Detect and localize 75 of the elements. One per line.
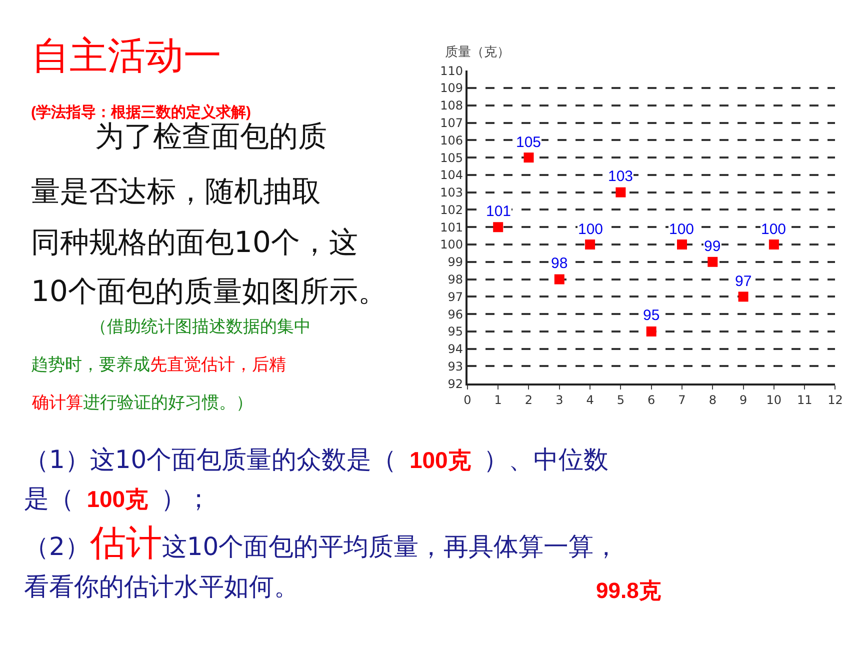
point — [616, 187, 626, 198]
y-tick-label: 100 — [440, 238, 464, 252]
data-label: 101 — [486, 203, 512, 220]
point — [708, 256, 718, 267]
y-tick-label: 109 — [440, 81, 464, 96]
text: 估计 — [88, 523, 162, 564]
x-tick-label: 10 — [766, 393, 782, 408]
y-tick-label: 105 — [440, 150, 464, 165]
x-tick-label: 3 — [556, 393, 564, 408]
text: （借助统计图描述数据的集中 — [90, 317, 311, 337]
x-tick-label: 4 — [586, 393, 594, 408]
data-label: 95 — [643, 307, 660, 324]
y-tick-label: 104 — [440, 168, 464, 182]
x-tick-label: 1 — [494, 393, 502, 408]
y-tick-label: 102 — [440, 202, 464, 217]
point — [676, 240, 687, 250]
y-tick-label: 94 — [448, 342, 464, 356]
y-tick-label: 107 — [440, 116, 464, 130]
y-tick-label: 95 — [448, 324, 464, 339]
x-tick-label: 5 — [616, 393, 625, 408]
y-tick-label: 97 — [448, 290, 464, 304]
point — [524, 152, 534, 163]
y-tick-label: 96 — [448, 307, 464, 322]
y-axis-title: 质量（克） — [445, 45, 510, 60]
point — [585, 240, 596, 250]
y-tick-label: 103 — [440, 186, 464, 200]
data-label: 97 — [735, 273, 752, 290]
x-tick-label: 7 — [678, 393, 686, 408]
x-tick-label: 11 — [796, 393, 812, 408]
text: 是（ — [24, 484, 74, 513]
y-tick-label: 93 — [448, 359, 464, 374]
data-label: 99 — [704, 238, 721, 255]
text: 99.8克 — [596, 578, 661, 603]
data-label: 105 — [516, 134, 542, 151]
text: 先直觉估计，后精 — [150, 355, 286, 375]
text: 同种规格的面包10个，这 — [31, 225, 358, 259]
text: 这10个面包的平均质量，再具体算一算， — [162, 532, 619, 561]
point — [493, 222, 504, 232]
text: 自主活动一 — [32, 33, 222, 78]
y-tick-label: 92 — [448, 376, 464, 391]
text: 看看你的估计水平如何。 — [24, 572, 299, 601]
text: （2） — [24, 532, 90, 561]
text: 为了检查面包的质 — [95, 119, 327, 153]
text: 确计算 — [31, 393, 83, 413]
text: 100克 — [86, 486, 148, 512]
y-tick-label: 99 — [448, 255, 464, 270]
text: 量是否达标，随机抽取 — [31, 174, 321, 208]
x-tick-label: 12 — [828, 393, 843, 408]
x-tick-label: 6 — [648, 393, 656, 408]
text: 趋势时，要养成 — [31, 355, 150, 375]
x-tick-label: 9 — [739, 393, 748, 408]
text: 10个面包的质量如图所示。 — [31, 274, 387, 308]
data-label: 100 — [761, 221, 786, 238]
text: ）； — [160, 484, 211, 513]
y-tick-label: 106 — [440, 133, 464, 148]
x-tick-label: 8 — [708, 393, 716, 408]
text: (学法指导：根据三数的定义求解) — [31, 103, 251, 121]
data-label: 98 — [551, 255, 568, 272]
x-tick-label: 2 — [524, 393, 533, 408]
point — [768, 240, 779, 250]
data-label: 100 — [669, 221, 694, 238]
y-tick-label: 110 — [440, 64, 464, 78]
y-tick-label: 98 — [448, 272, 464, 286]
text: ）、中位数 — [484, 445, 609, 474]
point — [554, 274, 564, 284]
data-label: 100 — [578, 221, 604, 238]
point — [738, 292, 748, 302]
y-tick-label: 101 — [440, 220, 464, 234]
text: 100克 — [409, 447, 471, 473]
y-tick-label: 108 — [440, 98, 464, 113]
x-tick-label: 0 — [464, 393, 472, 408]
data-label: 103 — [608, 168, 634, 185]
text: 进行验证的好习惯。） — [83, 393, 253, 413]
point — [646, 326, 656, 336]
text: （1）这10个面包质量的众数是（ — [24, 445, 397, 474]
